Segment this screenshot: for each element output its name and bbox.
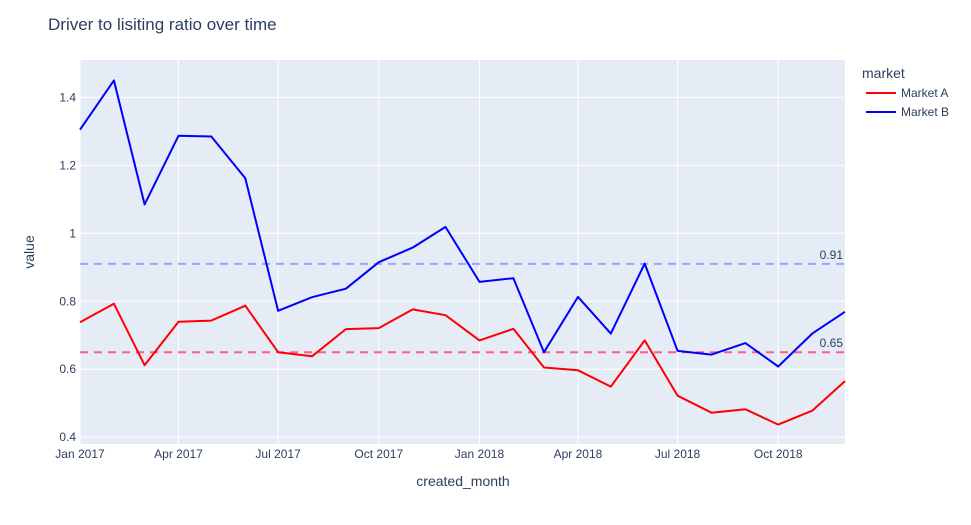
- y-tick-label: 0.8: [59, 294, 76, 308]
- series-line: [79, 302, 846, 426]
- y-tick-label: 0.6: [59, 362, 76, 376]
- x-tick-label: Apr 2018: [554, 447, 603, 461]
- x-tick-label: Jul 2018: [655, 447, 701, 461]
- legend-title: market: [862, 65, 905, 81]
- grid: [79, 60, 845, 444]
- x-tick-label: Apr 2017: [154, 447, 203, 461]
- x-axis-title: created_month: [416, 473, 509, 489]
- y-tick-label: 1: [69, 226, 76, 240]
- y-axis-ticks: 0.4 0.6 0.8 1 1.2 1.4: [59, 90, 76, 444]
- x-tick-label: Oct 2017: [354, 447, 403, 461]
- y-tick-label: 1.4: [59, 90, 76, 104]
- legend-item-label: Market B: [901, 105, 949, 119]
- y-tick-label: 1.2: [59, 158, 76, 172]
- x-tick-label: Oct 2018: [754, 447, 803, 461]
- x-axis-ticks: Jan 2017 Apr 2017 Jul 2017 Oct 2017 Jan 2018…: [55, 447, 803, 461]
- x-tick-label: Jul 2017: [255, 447, 301, 461]
- x-tick-label: Jan 2017: [55, 447, 105, 461]
- reference-line-label: 0.91: [820, 248, 844, 262]
- legend-item-label: Market A: [901, 86, 948, 100]
- y-axis-title: value: [21, 235, 37, 269]
- chart-title: Driver to lisiting ratio over time: [48, 15, 277, 34]
- plot-background: [80, 60, 845, 444]
- series: [79, 79, 846, 426]
- x-tick-label: Jan 2018: [455, 447, 505, 461]
- legend: market Market A Market B: [862, 65, 949, 119]
- reference-line-label: 0.65: [820, 336, 844, 350]
- y-tick-label: 0.4: [59, 430, 76, 444]
- series-line: [79, 79, 846, 368]
